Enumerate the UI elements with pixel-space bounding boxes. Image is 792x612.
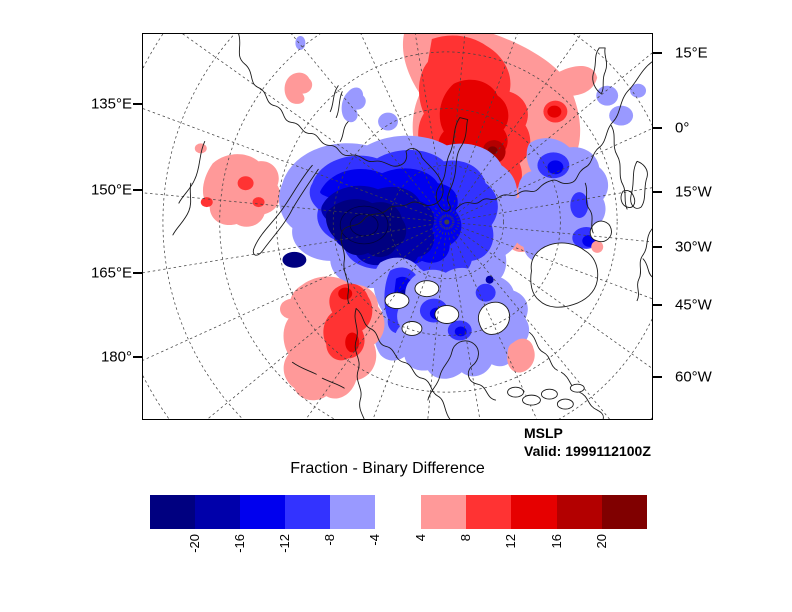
cb-label: 12 xyxy=(503,534,518,549)
right-tick xyxy=(653,246,662,248)
meridian-label-0: 0° xyxy=(675,119,690,137)
right-tick xyxy=(653,376,662,378)
colorbar-segment xyxy=(466,495,512,529)
left-tick xyxy=(133,356,142,358)
valid-time-label: Valid: 1999112100Z xyxy=(524,443,651,459)
coastlines xyxy=(172,34,652,419)
map-panel xyxy=(142,33,653,420)
cb-label: 4 xyxy=(413,534,428,542)
cb-label: -12 xyxy=(277,534,292,553)
polar-stereographic-map xyxy=(143,34,652,419)
meridian-label-60w: 60°W xyxy=(675,368,712,386)
right-tick xyxy=(653,52,662,54)
graticule xyxy=(143,34,652,419)
cb-label: 16 xyxy=(549,534,564,549)
meridian-label-15w: 15°W xyxy=(675,183,712,201)
colorbar-segment xyxy=(330,495,375,529)
right-tick xyxy=(653,304,662,306)
cb-label: -20 xyxy=(187,534,202,553)
meridian-label-180: 180° xyxy=(100,348,132,366)
left-tick xyxy=(133,272,142,274)
colorbar-segment xyxy=(556,495,602,529)
meridian-label-15e: 15°E xyxy=(675,44,708,62)
anomaly-fills xyxy=(194,34,647,401)
colorbar-segment xyxy=(240,495,285,529)
colorbar-title: Fraction - Binary Difference xyxy=(290,460,485,477)
left-tick xyxy=(133,189,142,191)
cb-label: 20 xyxy=(594,534,609,549)
variable-label: MSLP xyxy=(524,425,563,441)
meridian-label-150e: 150°E xyxy=(90,181,132,199)
colorbar-segment xyxy=(511,495,557,529)
cb-label: -16 xyxy=(232,534,247,553)
colorbar-segment xyxy=(421,495,467,529)
cb-label: 8 xyxy=(458,534,473,542)
meridian-label-135e: 135°E xyxy=(90,95,132,113)
colorbar-negative xyxy=(150,495,375,529)
left-tick xyxy=(133,103,142,105)
meridian-label-30w: 30°W xyxy=(675,238,712,256)
cb-label: -8 xyxy=(322,534,337,546)
cb-label: -4 xyxy=(367,534,382,546)
meridian-label-45w: 45°W xyxy=(675,296,712,314)
right-tick xyxy=(653,127,662,129)
right-tick xyxy=(653,191,662,193)
colorbar-positive xyxy=(421,495,648,529)
meridian-label-165e: 165°E xyxy=(90,264,132,282)
colorbar-segment xyxy=(285,495,330,529)
colorbar-segment xyxy=(601,495,648,529)
colorbar-segment xyxy=(150,495,195,529)
colorbar-segment xyxy=(195,495,240,529)
map-annotation: MSLP Valid: 1999112100Z xyxy=(524,424,651,460)
